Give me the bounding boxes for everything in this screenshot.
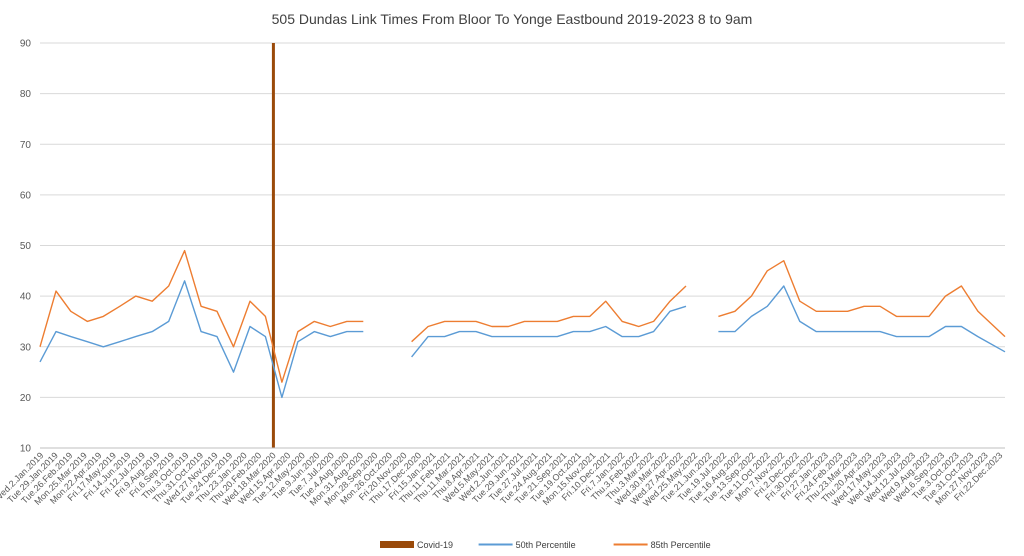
y-tick-label: 60: [20, 190, 32, 201]
legend-label-50th-percentile: 50th Percentile: [516, 540, 576, 550]
y-axis: 10 20 30 40 50 60 70 80 90: [20, 39, 32, 455]
gridlines: [40, 42, 1005, 398]
y-tick-label: 40: [20, 292, 32, 303]
series-line-85th-percentile: [718, 260, 1006, 338]
series-line-50th-percentile: [411, 305, 687, 358]
series-lines: [39, 249, 1006, 399]
y-tick-label: 20: [20, 393, 32, 404]
legend: Covid-19 50th Percentile 85th Percentile: [380, 540, 711, 550]
covid-19-bar: [271, 43, 275, 448]
y-tick-label: 70: [20, 140, 32, 151]
legend-swatch-covid-19: [380, 541, 414, 548]
series-line-85th-percentile: [39, 249, 364, 383]
y-tick-label: 10: [20, 444, 32, 455]
y-tick-label: 50: [20, 241, 32, 252]
legend-label-covid-19: Covid-19: [417, 540, 453, 550]
series-line-85th-percentile: [411, 285, 687, 343]
y-tick-label: 90: [20, 39, 32, 50]
legend-label-85th-percentile: 85th Percentile: [651, 540, 711, 550]
series-line-50th-percentile: [39, 280, 364, 399]
covid-bar-layer: [271, 43, 275, 448]
chart-title: 505 Dundas Link Times From Bloor To Yong…: [272, 11, 753, 27]
y-tick-label: 80: [20, 89, 32, 100]
y-tick-label: 30: [20, 342, 32, 353]
series-line-50th-percentile: [718, 285, 1006, 353]
